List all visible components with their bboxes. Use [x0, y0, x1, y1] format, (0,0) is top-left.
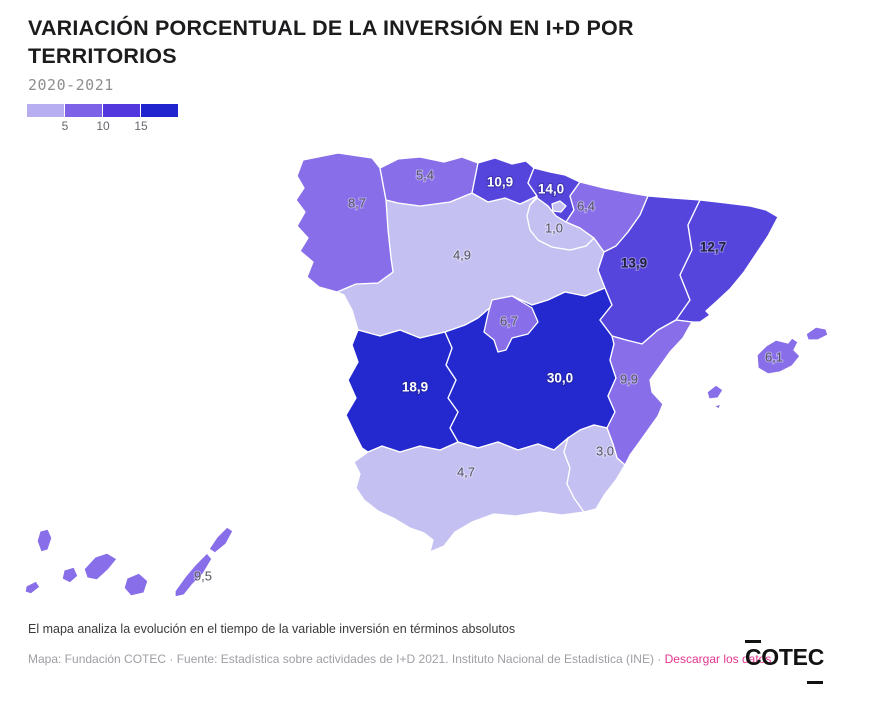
- legend-tick-5: 5: [61, 119, 69, 133]
- value-label-castilla-la-mancha: 30,0: [547, 371, 573, 386]
- region-canarias[interactable]: [83, 552, 118, 581]
- value-label-aragon: 13,9: [621, 256, 647, 271]
- region-enclave[interactable]: [551, 200, 567, 213]
- region-canarias[interactable]: [24, 580, 41, 595]
- value-label-la-rioja: 1,0: [545, 221, 563, 236]
- logo-overline: [744, 640, 761, 643]
- legend-swatches: [27, 104, 197, 117]
- region-baleares[interactable]: [756, 337, 801, 375]
- page-title-line2: TERRITORIOS: [28, 44, 177, 68]
- value-label-cataluna: 12,7: [700, 240, 726, 255]
- value-label-pais-vasco: 14,0: [538, 182, 564, 197]
- attribution-text: Mapa: Fundación COTEC · Fuente: Estadíst…: [28, 652, 665, 666]
- region-murcia[interactable]: [563, 424, 626, 513]
- footer-attribution: Mapa: Fundación COTEC · Fuente: Estadíst…: [28, 652, 771, 666]
- region-la-rioja[interactable]: [526, 197, 595, 251]
- region-canarias[interactable]: [174, 552, 213, 598]
- legend-tick-10: 10: [96, 119, 110, 133]
- region-andalucia[interactable]: [353, 437, 585, 553]
- region-baleares[interactable]: [713, 403, 722, 410]
- legend-swatch-2: [103, 104, 140, 117]
- value-label-castilla-y-leon: 4,9: [453, 248, 471, 263]
- value-label-cantabria: 10,9: [487, 175, 513, 190]
- legend-swatch-3: [141, 104, 178, 117]
- legend: 5 10 15: [27, 104, 197, 138]
- legend-ticks: 5 10 15: [27, 119, 197, 135]
- value-label-madrid: 6,7: [500, 314, 518, 329]
- logo-underline: [807, 681, 823, 684]
- region-baleares[interactable]: [706, 384, 724, 400]
- region-baleares[interactable]: [805, 326, 829, 341]
- region-valenciana[interactable]: [606, 319, 693, 466]
- value-label-canarias: 9,5: [194, 569, 212, 584]
- page-title-line1: VARIACIÓN PORCENTUAL DE LA INVERSIÓN EN …: [28, 16, 634, 40]
- value-label-extremadura: 18,9: [402, 380, 428, 395]
- value-label-navarra: 6,4: [577, 199, 595, 214]
- legend-swatch-0: [27, 104, 64, 117]
- region-madrid[interactable]: [483, 295, 539, 353]
- region-canarias[interactable]: [123, 572, 149, 597]
- value-label-andalucia: 4,7: [457, 465, 475, 480]
- legend-swatch-1: [65, 104, 102, 117]
- cotec-logo[interactable]: COTEC: [744, 640, 825, 684]
- download-link[interactable]: Descargar los datos: [664, 652, 772, 666]
- footer-note: El mapa analiza la evolución en el tiemp…: [28, 622, 516, 636]
- region-cataluna[interactable]: [675, 199, 779, 323]
- region-canarias[interactable]: [36, 528, 53, 553]
- page-subtitle: 2020-2021: [28, 76, 114, 94]
- region-galicia[interactable]: [295, 152, 394, 293]
- region-canarias[interactable]: [208, 526, 234, 554]
- value-label-galicia: 8,7: [348, 196, 366, 211]
- logo-letter-last: C: [807, 644, 825, 670]
- logo-letters-middle: OTE: [761, 644, 808, 670]
- value-label-asturias: 5,4: [416, 168, 434, 183]
- logo-letter-first: C: [744, 644, 762, 670]
- legend-tick-15: 15: [134, 119, 148, 133]
- value-label-baleares: 6,1: [765, 350, 783, 365]
- value-label-valenciana: 9,9: [620, 372, 638, 387]
- region-canarias[interactable]: [61, 566, 79, 584]
- page-title: VARIACIÓN PORCENTUAL DE LA INVERSIÓN EN …: [28, 14, 818, 70]
- value-label-murcia: 3,0: [596, 444, 614, 459]
- region-extremadura[interactable]: [345, 329, 459, 453]
